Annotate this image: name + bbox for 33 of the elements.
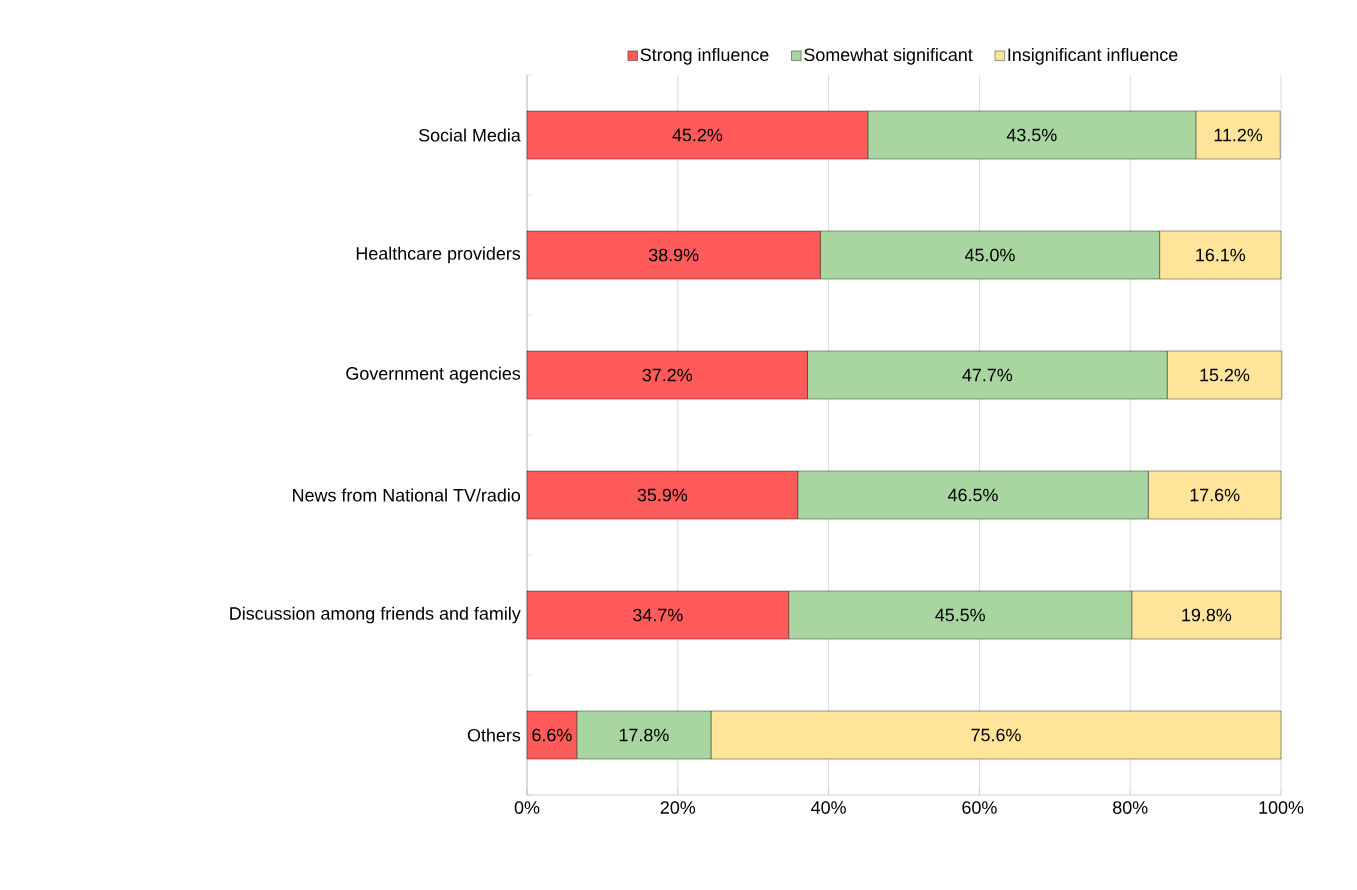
data-label: 47.7% — [962, 368, 1013, 382]
y-tick-label: Social Media — [418, 128, 521, 142]
data-label: 17.8% — [619, 728, 669, 742]
data-label: 35.9% — [637, 488, 688, 502]
y-tick-label: Others — [467, 728, 521, 742]
data-label: 46.5% — [947, 488, 998, 502]
data-label: 16.1% — [1196, 248, 1246, 262]
x-tick-label: 100% — [1259, 801, 1304, 814]
x-tick-label: 40% — [811, 801, 846, 814]
data-label: 17.6% — [1190, 488, 1240, 502]
legend-label: Somewhat significant — [804, 47, 973, 65]
data-label: 19.8% — [1182, 608, 1232, 622]
x-tick-label: 20% — [660, 801, 696, 814]
legend-label: Strong influence — [640, 47, 769, 65]
y-tick-label: News from National TV/radio — [293, 488, 521, 502]
legend-label: Insignificant influence — [1008, 47, 1178, 65]
data-label: 45.0% — [964, 248, 1015, 262]
data-label: 15.2% — [1200, 368, 1250, 382]
data-label: 45.5% — [935, 608, 985, 622]
x-tick-label: 60% — [962, 801, 997, 814]
data-label: 45.2% — [672, 128, 723, 142]
y-tick-label: Healthcare providers — [356, 246, 521, 264]
data-label: 34.7% — [633, 608, 683, 622]
y-tick-label: Government agencies — [346, 366, 521, 384]
data-label: 75.6% — [971, 728, 1021, 742]
data-label: 38.9% — [648, 248, 699, 262]
data-label: 6.6% — [532, 728, 572, 742]
data-label: 11.2% — [1214, 128, 1263, 142]
x-tick-label: 80% — [1113, 801, 1148, 814]
data-label: 43.5% — [1006, 128, 1057, 142]
x-tick-label: 0% — [514, 801, 540, 814]
data-label: 37.2% — [642, 368, 693, 382]
y-tick-label: Discussion among friends and family — [230, 606, 521, 624]
